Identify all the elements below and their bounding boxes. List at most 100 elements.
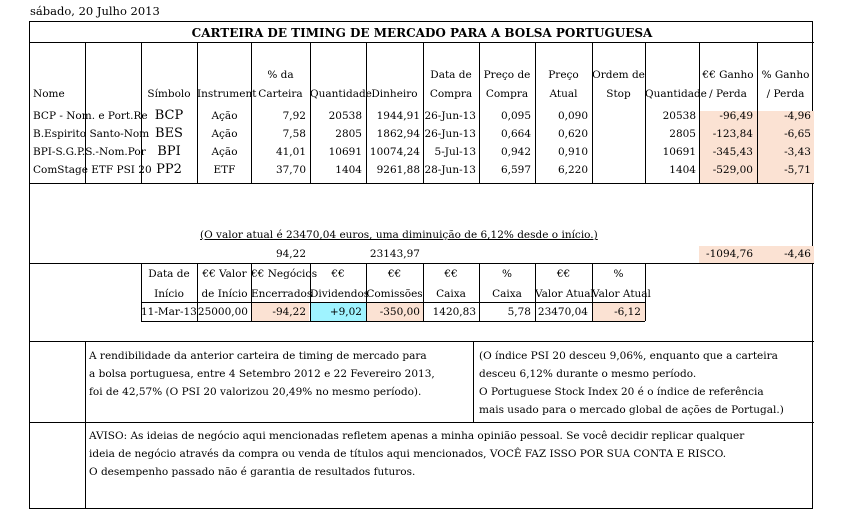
summary-header-comissoes: Comissões (366, 288, 423, 300)
total-dinheiro: 23143,97 (369, 248, 420, 260)
summary-header-caixa-pct: Caixa (492, 288, 522, 300)
header-ordem-stop: Stop (606, 88, 631, 100)
col-divider (479, 42, 480, 183)
loss-highlight-pct (757, 111, 814, 183)
index-comparison-line: O Portuguese Stock Index 20 é o índice d… (479, 386, 764, 398)
cell-preco-compra: 0,942 (500, 146, 531, 158)
cell-qtd2: 10691 (662, 146, 696, 158)
summary-divider (197, 263, 198, 321)
summary-header-data-inicio: Início (154, 288, 184, 300)
index-comparison-text: (O índice PSI 20 desceu 9,06%, enquanto … (479, 347, 784, 419)
summary-header-caixa-pct: % (502, 268, 512, 280)
col-divider (592, 42, 593, 183)
header-quantidade-2: Quantidade (645, 88, 707, 100)
header-ganho-pct: % Ganho (761, 69, 810, 81)
summary-divider (366, 263, 367, 321)
summary-data-inicio: 11-Mar-13 (141, 306, 197, 318)
summary-divider (141, 263, 142, 321)
cell-preco-atual: 0,910 (557, 146, 588, 158)
cell-qtd2: 1404 (669, 164, 696, 176)
summary-header-dividendos: €€ (331, 268, 345, 280)
summary-divider (423, 263, 424, 321)
summary-header-valor-inicio: €€ Valor (202, 268, 247, 280)
index-comparison-line: desceu 6,12% durante o mesmo período. (479, 368, 697, 380)
commissions-highlight (366, 302, 423, 321)
cell-qtd: 2805 (335, 128, 362, 140)
cell-ganho-pct: -4,96 (784, 110, 811, 122)
summary-header-valor-atual-eur: Valor Atual (535, 288, 594, 300)
col-divider (310, 42, 311, 183)
summary-divider (479, 263, 480, 321)
loss-highlight-eur (699, 111, 757, 183)
cell-pct: 7,92 (282, 110, 306, 122)
col-divider (251, 42, 252, 183)
cell-qtd: 20538 (328, 110, 362, 122)
header-simbolo: Símbolo (147, 88, 191, 100)
cell-preco-atual: 0,090 (557, 110, 588, 122)
summary-valor-atual-eur: 23470,04 (537, 306, 588, 318)
cell-qtd2: 20538 (662, 110, 696, 122)
cell-ganho-eur: -123,84 (712, 128, 753, 140)
header-preco-compra: Preço de (483, 69, 531, 81)
header-data-compra: Compra (429, 88, 473, 100)
cell-qtd: 10691 (328, 146, 362, 158)
total-ganho-eur: -1094,76 (706, 248, 753, 260)
text-block-divider (473, 341, 474, 422)
summary-header-data-inicio: Data de (148, 268, 190, 280)
cell-ganho-pct: -3,43 (784, 146, 811, 158)
col-divider (197, 42, 198, 183)
cell-instrumento: Ação (211, 146, 238, 158)
summary-caixa-eur: 1420,83 (432, 306, 476, 318)
header-preco-atual: Atual (549, 88, 578, 100)
previous-performance-line: A rendibilidade da anterior carteira de … (89, 350, 427, 362)
summary-valor-atual-pct: -6,12 (614, 306, 641, 318)
header-preco-compra: Compra (485, 88, 529, 100)
cell-ganho-pct: -6,65 (784, 128, 811, 140)
cell-nome: BPI-S.G.P.S.-Nom.Por (33, 146, 146, 158)
summary-divider (592, 263, 593, 321)
cell-preco-atual: 0,620 (557, 128, 588, 140)
disclaimer-line: AVISO: As ideias de negócio aqui mencion… (89, 430, 745, 442)
cell-dinheiro: 1862,94 (376, 128, 420, 140)
col-divider (366, 42, 367, 183)
cell-data: 26-Jun-13 (424, 110, 476, 122)
col-divider (757, 42, 758, 183)
summary-divider (535, 263, 536, 321)
cell-nome: B.Espirito Santo-Nom (33, 128, 150, 140)
total-ganho-pct: -4,46 (784, 248, 811, 260)
cell-ganho-pct: -5,71 (784, 164, 811, 176)
previous-performance-line: foi de 42,57% (O PSI 20 valorizou 20,49%… (89, 386, 422, 398)
table-bottom-rule (30, 183, 814, 184)
paragraph-top-rule (30, 341, 814, 342)
cell-qtd2: 2805 (669, 128, 696, 140)
index-comparison-line: mais usado para o mercado global de açõe… (479, 404, 784, 416)
summary-header-caixa-eur: €€ (444, 268, 458, 280)
summary-header-valor-inicio: de Início (201, 288, 248, 300)
cell-nome: BCP - Nom. e Port.Re (33, 110, 148, 122)
cell-preco-compra: 0,664 (500, 128, 531, 140)
cell-pct: 7,58 (282, 128, 306, 140)
closed-trades-highlight (251, 302, 309, 321)
summary-divider (645, 263, 646, 321)
col-divider (645, 42, 646, 183)
portfolio-sheet: CARTEIRA DE TIMING DE MERCADO PARA A BOL… (29, 21, 814, 509)
total-loss-highlight-eur (699, 246, 757, 263)
cell-data: 26-Jun-13 (424, 128, 476, 140)
previous-performance-line: a bolsa portuguesa, entre 4 Setembro 201… (89, 368, 435, 380)
summary-caixa-pct: 5,78 (507, 306, 531, 318)
text-block-divider (85, 341, 86, 509)
cell-qtd: 1404 (335, 164, 362, 176)
cell-nome: ComStage ETF PSI 20 (33, 164, 152, 176)
summary-negocios: -94,22 (272, 306, 306, 318)
col-divider (699, 42, 700, 183)
cell-dinheiro: 9261,88 (376, 164, 420, 176)
disclaimer-line: O desempenho passado não é garantia de r… (89, 466, 416, 478)
cell-dinheiro: 1944,91 (376, 110, 420, 122)
summary-header-caixa-eur: Caixa (436, 288, 466, 300)
header-pct-carteira: Carteira (258, 88, 303, 100)
total-pct: 94,22 (275, 248, 306, 260)
summary-header-negocios: €€ Negócios (251, 268, 318, 280)
cell-ganho-eur: -96,49 (719, 110, 753, 122)
header-instrumento: Instrument (197, 88, 257, 100)
cell-pct: 41,01 (275, 146, 306, 158)
